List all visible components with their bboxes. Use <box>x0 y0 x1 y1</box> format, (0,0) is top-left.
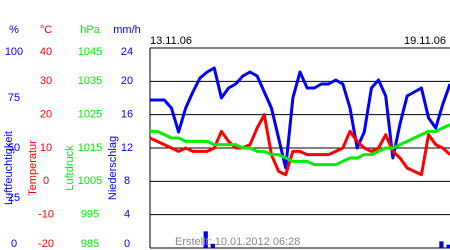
series-line <box>150 66 450 170</box>
y-tick-label: 20 <box>121 75 133 87</box>
y-tick-label: 10 <box>40 142 52 154</box>
axis-unit: % <box>9 24 19 36</box>
y-tick-label: 4 <box>124 209 130 221</box>
axis-unit: °C <box>40 24 52 36</box>
bar <box>210 243 215 248</box>
y-tick-label: 20 <box>40 109 52 121</box>
y-tick-label: 12 <box>121 142 133 154</box>
footer: Erstellt: 10.01.2012 06:28 <box>175 236 300 248</box>
axis-unit: mm/h <box>113 24 141 36</box>
axis-unit: hPa <box>80 24 100 36</box>
series-line <box>149 113 450 177</box>
y-tick-label: 25 <box>8 192 20 204</box>
bar <box>446 244 450 248</box>
axis-title: Luftfeuchtigkeit <box>3 131 15 205</box>
y-tick-label: 40 <box>40 46 52 58</box>
y-tick-label: 1035 <box>78 75 102 87</box>
y-tick-label: -20 <box>38 238 54 250</box>
y-tick-label: 75 <box>8 92 20 104</box>
date-start: 13.11.06 <box>150 35 192 47</box>
y-tick-label: 1005 <box>78 175 102 187</box>
y-tick-label: 24 <box>121 46 133 58</box>
y-tick-label: 1045 <box>78 46 102 58</box>
y-tick-label: 8 <box>124 175 130 187</box>
y-tick-label: 16 <box>121 109 133 121</box>
y-tick-label: 995 <box>81 209 99 221</box>
bar <box>439 241 444 248</box>
y-tick-label: 1015 <box>78 142 102 154</box>
bar <box>203 231 208 248</box>
y-tick-label: 0 <box>43 175 49 187</box>
date-end: 19.11.06 <box>404 35 446 47</box>
y-tick-label: 985 <box>81 238 99 250</box>
y-tick-label: 100 <box>5 46 23 58</box>
y-tick-label: 1025 <box>78 109 102 121</box>
axis-title: Luftdruck <box>64 145 76 191</box>
series-line <box>150 123 450 167</box>
y-tick-label: 0 <box>11 238 17 250</box>
axis-title: Niederschlag <box>107 136 119 200</box>
y-tick-label: 0 <box>124 238 130 250</box>
y-tick-label: 30 <box>40 75 52 87</box>
y-tick-label: -10 <box>38 209 54 221</box>
y-tick-label: 50 <box>8 142 20 154</box>
axis-title: Temperatur <box>27 140 39 196</box>
